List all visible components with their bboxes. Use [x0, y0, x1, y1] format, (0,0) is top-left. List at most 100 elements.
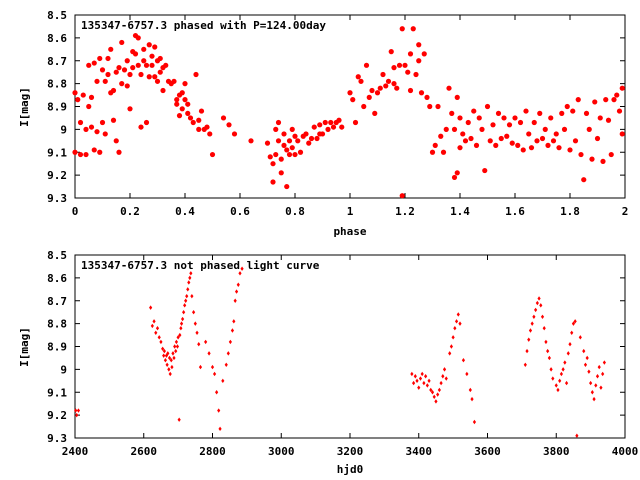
- data-point: [303, 131, 309, 137]
- data-point: [238, 271, 242, 276]
- data-point: [429, 387, 433, 393]
- data-point: [193, 321, 197, 326]
- data-point: [594, 135, 601, 142]
- data-point: [113, 138, 119, 144]
- data-point: [306, 140, 312, 146]
- data-point: [278, 156, 284, 162]
- data-point: [440, 149, 447, 155]
- data-point: [170, 364, 174, 370]
- data-point: [138, 71, 144, 78]
- data-point: [432, 394, 436, 400]
- data-point: [105, 55, 111, 62]
- data-point: [188, 275, 192, 281]
- data-point: [248, 138, 254, 144]
- data-point: [377, 85, 383, 91]
- data-point: [94, 78, 100, 84]
- data-point: [424, 94, 430, 100]
- data-point: [273, 151, 279, 158]
- data-point: [535, 300, 539, 306]
- data-point: [470, 396, 474, 402]
- data-point: [561, 126, 568, 132]
- data-point: [182, 97, 188, 103]
- data-point: [97, 149, 103, 155]
- data-point: [116, 65, 122, 71]
- data-point: [322, 119, 328, 126]
- data-point: [150, 323, 154, 329]
- data-point: [539, 135, 546, 142]
- data-point: [152, 44, 158, 50]
- data-point: [527, 337, 531, 342]
- data-point: [564, 380, 569, 386]
- x-tick-label: 2400: [62, 445, 89, 458]
- data-point: [286, 138, 293, 144]
- data-point: [544, 339, 548, 345]
- data-point: [454, 170, 460, 176]
- plot-frame: [74, 254, 626, 439]
- data-point: [88, 124, 95, 130]
- data-point: [563, 360, 567, 365]
- data-point: [174, 97, 180, 103]
- data-point: [573, 319, 577, 324]
- data-point: [589, 380, 593, 386]
- x-tick-label: 0.8: [285, 205, 305, 218]
- data-point: [76, 408, 81, 413]
- data-point: [175, 344, 180, 349]
- data-point: [161, 346, 165, 351]
- data-point: [611, 97, 617, 103]
- data-point: [182, 81, 188, 87]
- data-point: [184, 298, 188, 303]
- data-point: [174, 339, 179, 345]
- data-point: [487, 138, 493, 144]
- y-tick-label: 8.5: [47, 249, 67, 262]
- data-point: [616, 108, 623, 114]
- x-tick-label: 3400: [406, 445, 433, 458]
- data-point: [559, 371, 564, 377]
- data-point: [234, 289, 239, 294]
- data-point: [273, 126, 279, 132]
- data-point: [278, 170, 284, 176]
- data-point: [430, 390, 435, 395]
- data-point: [336, 117, 342, 123]
- data-point: [391, 81, 397, 87]
- data-point: [540, 314, 545, 319]
- data-point: [525, 348, 529, 354]
- data-point: [425, 383, 429, 388]
- data-point: [190, 293, 194, 299]
- data-point: [207, 351, 211, 356]
- x-tick-label: 3600: [474, 445, 501, 458]
- data-point: [458, 321, 462, 326]
- data-point: [308, 135, 315, 142]
- data-point: [407, 87, 414, 94]
- y-axis-label: I[mag]: [18, 87, 31, 127]
- data-point: [402, 62, 408, 68]
- data-point: [119, 39, 125, 46]
- x-tick-label: 3200: [337, 445, 364, 458]
- data-point: [572, 138, 579, 144]
- data-point: [152, 74, 158, 80]
- data-point: [176, 335, 180, 340]
- data-point: [149, 53, 155, 59]
- y-tick-label: 9.2: [47, 409, 67, 422]
- data-point: [160, 87, 166, 94]
- data-point: [410, 26, 416, 32]
- data-point: [410, 371, 414, 377]
- data-point: [495, 110, 502, 116]
- data-point: [209, 151, 216, 158]
- data-point: [179, 326, 183, 331]
- data-point: [267, 154, 273, 160]
- data-point: [422, 380, 426, 386]
- data-point: [394, 85, 400, 91]
- data-point: [275, 119, 282, 126]
- data-point: [454, 319, 459, 324]
- data-point: [221, 378, 225, 384]
- data-point: [113, 69, 119, 75]
- data-point: [575, 97, 581, 103]
- data-point: [224, 362, 228, 367]
- data-point: [530, 321, 534, 326]
- data-point: [542, 326, 546, 331]
- data-point: [284, 147, 290, 153]
- data-point: [270, 179, 276, 185]
- data-point: [74, 408, 78, 413]
- data-point: [558, 378, 562, 384]
- data-point: [230, 328, 235, 333]
